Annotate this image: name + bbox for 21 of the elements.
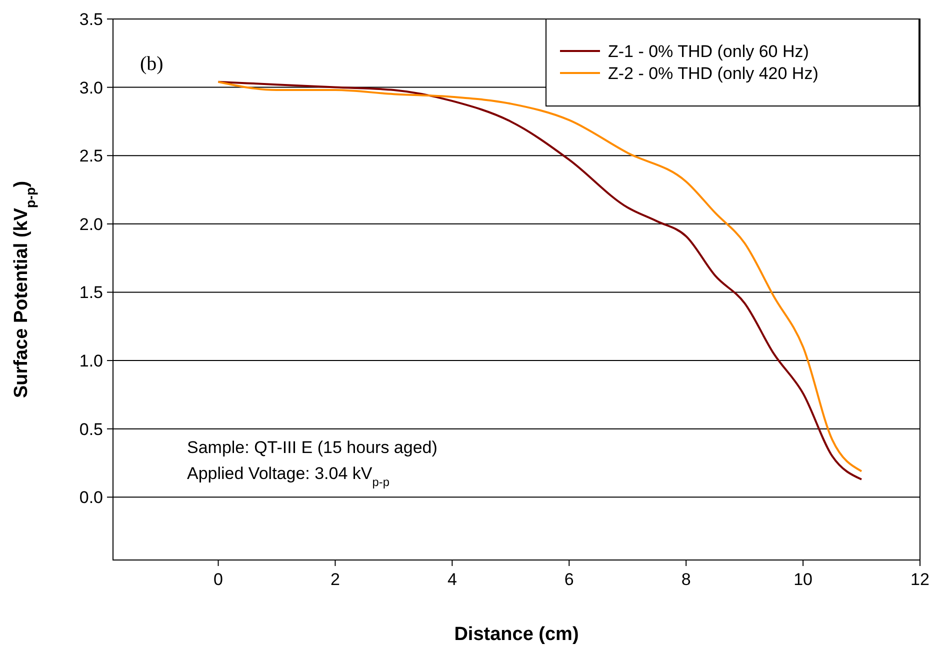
- x-tick-label: 4: [447, 570, 457, 589]
- legend-label: Z-1 - 0% THD (only 60 Hz): [608, 42, 809, 61]
- x-tick-label: 8: [681, 570, 691, 589]
- x-tick-label: 6: [564, 570, 574, 589]
- y-tick-label: 0.5: [79, 420, 103, 439]
- x-tick-label: 10: [794, 570, 813, 589]
- x-tick-label: 0: [214, 570, 223, 589]
- y-tick-label: 2.0: [79, 214, 103, 234]
- y-tick-label: 1.5: [79, 283, 103, 302]
- y-tick-label: 3.0: [79, 78, 103, 98]
- y-tick-label: 2.5: [79, 146, 103, 166]
- y-tick-label: 3.5: [79, 10, 103, 29]
- legend-label: Z-2 - 0% THD (only 420 Hz): [608, 64, 818, 83]
- x-tick-label: 12: [910, 570, 930, 589]
- annotation: Applied Voltage: 3.04 kV$_{p-p}$: [187, 464, 390, 489]
- x-axis-title: Distance (cm): [454, 624, 579, 645]
- y-tick-label: 0.0: [79, 488, 103, 508]
- annotation: (b): [140, 53, 164, 75]
- x-tick-label: 2: [330, 570, 340, 589]
- y-tick-label: 1.0: [79, 352, 103, 371]
- annotation: Sample: QT-III E (15 hours aged): [187, 438, 438, 457]
